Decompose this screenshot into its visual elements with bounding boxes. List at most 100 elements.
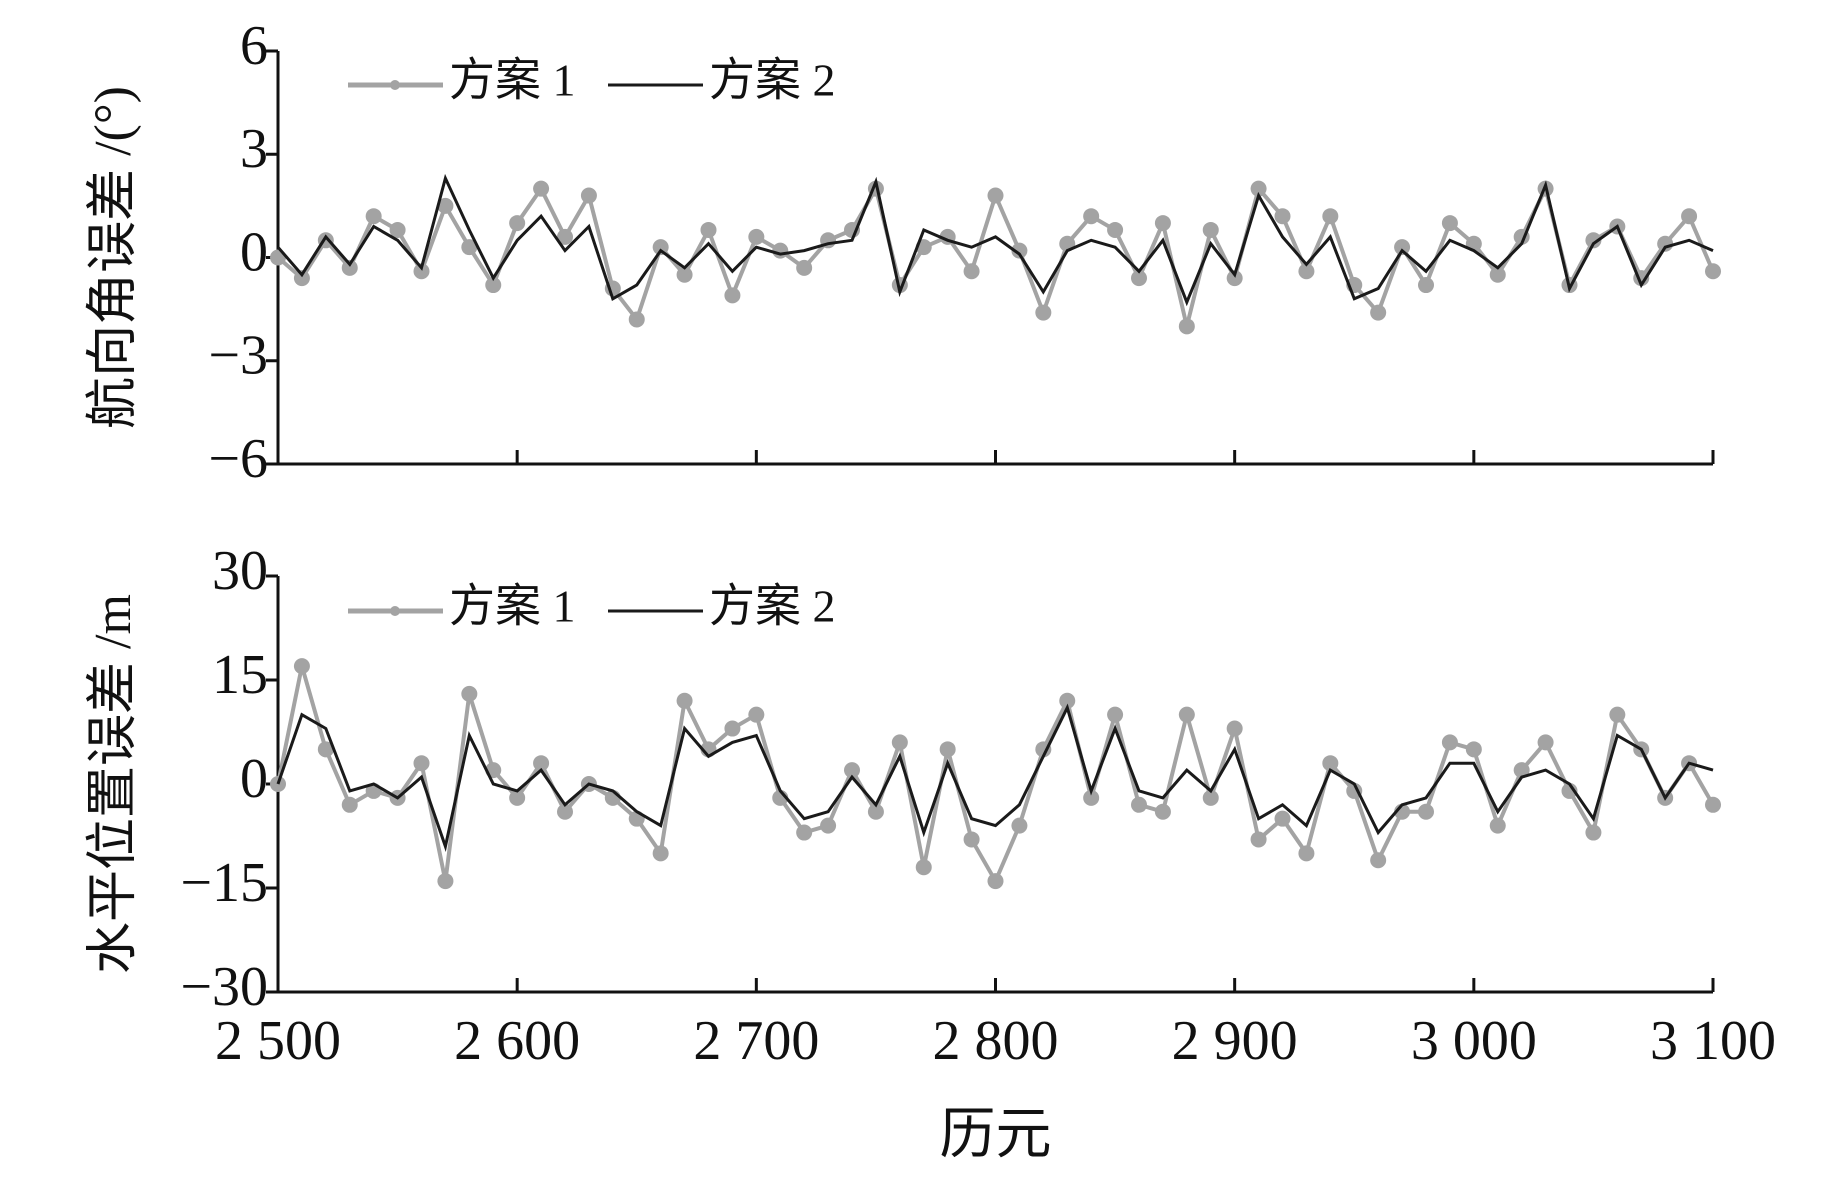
- point: [1298, 845, 1315, 862]
- point: [1657, 235, 1674, 252]
- series: [276, 173, 1714, 307]
- point: [341, 259, 358, 276]
- point: [772, 242, 789, 259]
- point: [1609, 706, 1626, 723]
- point: [341, 796, 358, 813]
- x-axis-label: 历元: [940, 1104, 1052, 1166]
- x-tick-label: 3 100: [1650, 1010, 1776, 1072]
- point: [1705, 263, 1721, 280]
- point: [1705, 796, 1721, 813]
- y-axis-label: 水平位置误差 /m: [85, 594, 142, 974]
- point: [724, 287, 741, 304]
- x-tick-label: 2 800: [933, 1010, 1059, 1072]
- legend-marker: [390, 80, 400, 90]
- series: [270, 180, 1721, 335]
- point: [1298, 263, 1315, 280]
- y-tick-label: 15: [212, 644, 268, 706]
- legend-label: 方案 1: [449, 581, 576, 632]
- legend-label: 方案 1: [449, 55, 576, 106]
- y-tick-label: −15: [180, 852, 268, 914]
- point: [796, 824, 813, 841]
- point: [1154, 803, 1171, 820]
- point: [1441, 215, 1458, 232]
- point: [293, 658, 310, 675]
- legend-label: 方案 2: [709, 581, 836, 632]
- y-tick-label: −3: [208, 325, 268, 387]
- point: [1418, 803, 1434, 820]
- point: [1322, 208, 1339, 225]
- point: [1489, 817, 1506, 834]
- point: [676, 266, 693, 283]
- point: [700, 221, 717, 238]
- point: [1585, 232, 1602, 249]
- legend-label: 方案 2: [709, 55, 836, 106]
- series-line: [276, 173, 1714, 307]
- point: [748, 706, 765, 723]
- point: [1107, 221, 1124, 238]
- point: [317, 741, 334, 758]
- point: [628, 311, 645, 328]
- point: [652, 239, 669, 256]
- point: [1418, 277, 1434, 294]
- point: [963, 831, 980, 848]
- x-tick-label: 3 000: [1411, 1010, 1537, 1072]
- point: [1011, 817, 1028, 834]
- point: [1083, 789, 1100, 806]
- point: [365, 208, 382, 225]
- point: [557, 803, 573, 820]
- point: [389, 221, 406, 238]
- point: [963, 263, 980, 280]
- point: [1178, 706, 1195, 723]
- y-tick-label: 30: [212, 540, 268, 602]
- series-line: [276, 703, 1714, 852]
- y-tick-label: −6: [208, 428, 268, 490]
- point: [1394, 239, 1411, 256]
- point: [461, 239, 478, 256]
- point: [1011, 242, 1028, 259]
- y-tick-label: −30: [180, 956, 268, 1018]
- y-axis-label: 航向角误差 /(°): [85, 86, 142, 429]
- point: [580, 187, 597, 204]
- point: [820, 817, 837, 834]
- point: [533, 755, 550, 772]
- point: [1274, 810, 1291, 827]
- point: [1585, 824, 1602, 841]
- point: [1131, 796, 1147, 813]
- point: [1083, 208, 1100, 225]
- point: [652, 845, 669, 862]
- point: [557, 228, 573, 245]
- point: [1250, 180, 1267, 197]
- point: [1107, 706, 1124, 723]
- series: [276, 703, 1714, 852]
- point: [1202, 221, 1219, 238]
- point: [1178, 318, 1195, 335]
- series-line: [276, 182, 1715, 327]
- point: [437, 873, 454, 890]
- point: [915, 859, 932, 876]
- point: [1274, 208, 1291, 225]
- point: [1226, 720, 1243, 737]
- point: [844, 762, 860, 779]
- point: [1513, 762, 1530, 779]
- point: [1059, 692, 1076, 709]
- y-tick-label: 0: [240, 748, 268, 810]
- point: [1561, 782, 1578, 799]
- point: [1250, 831, 1267, 848]
- point: [533, 180, 550, 197]
- point: [413, 755, 430, 772]
- point: [987, 873, 1004, 890]
- point: [748, 228, 765, 245]
- point: [1370, 304, 1387, 321]
- point: [485, 277, 502, 294]
- point: [437, 197, 454, 214]
- point: [1035, 304, 1052, 321]
- point: [1154, 215, 1171, 232]
- point: [891, 734, 908, 751]
- point: [1681, 208, 1698, 225]
- point: [1537, 734, 1554, 751]
- point: [1465, 741, 1482, 758]
- point: [1131, 270, 1147, 287]
- point: [293, 270, 310, 287]
- point: [676, 692, 693, 709]
